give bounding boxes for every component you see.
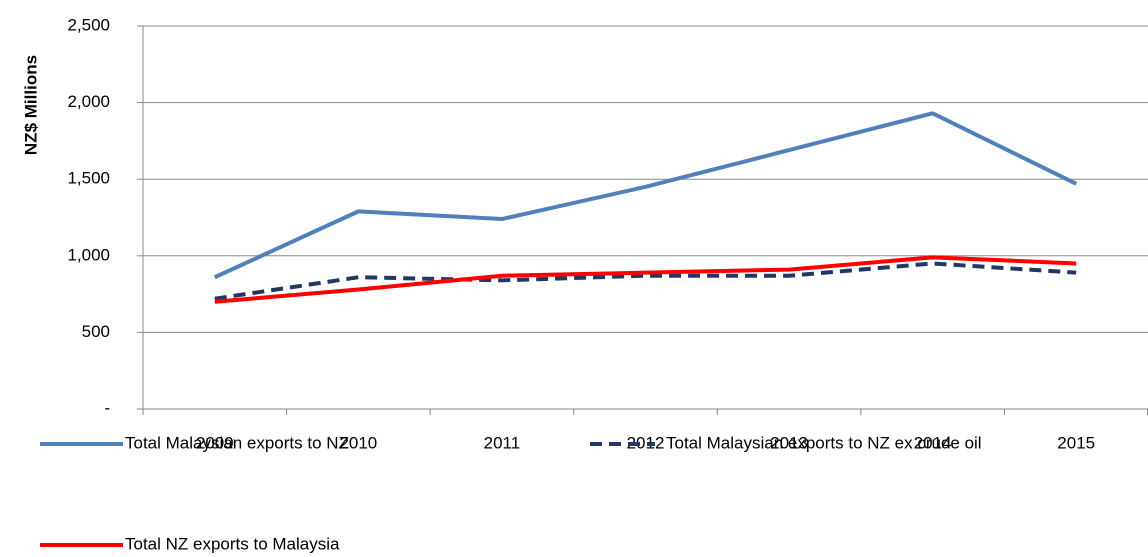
y-axis-label: NZ$ Millions bbox=[21, 55, 40, 155]
y-tick-label: 2,500 bbox=[67, 15, 110, 34]
x-tick-label: 2010 bbox=[339, 433, 377, 452]
series-line bbox=[213, 111, 1078, 280]
y-tick-label: 2,000 bbox=[67, 92, 110, 111]
legend-label: Total NZ exports to Malaysia bbox=[125, 534, 340, 553]
y-tick-label: 500 bbox=[82, 322, 110, 341]
y-tick-label: 1,500 bbox=[67, 169, 110, 188]
x-tick-label: 2012 bbox=[627, 433, 665, 452]
x-tick-label: 2011 bbox=[484, 433, 521, 452]
y-tick-label: - bbox=[104, 398, 110, 417]
y-tick-label: 1,000 bbox=[67, 245, 110, 264]
legend-label: Total Malaysian exports to NZ bbox=[125, 433, 349, 452]
x-tick-label: 2009 bbox=[196, 433, 234, 452]
x-tick-label: 2014 bbox=[914, 433, 952, 452]
x-tick-label: 2013 bbox=[770, 433, 808, 452]
x-tick-label: 2015 bbox=[1057, 433, 1095, 452]
series-line bbox=[214, 261, 1077, 301]
series-line bbox=[214, 255, 1077, 304]
legend-label: Total Malaysian exports to NZ ex crude o… bbox=[666, 433, 982, 452]
